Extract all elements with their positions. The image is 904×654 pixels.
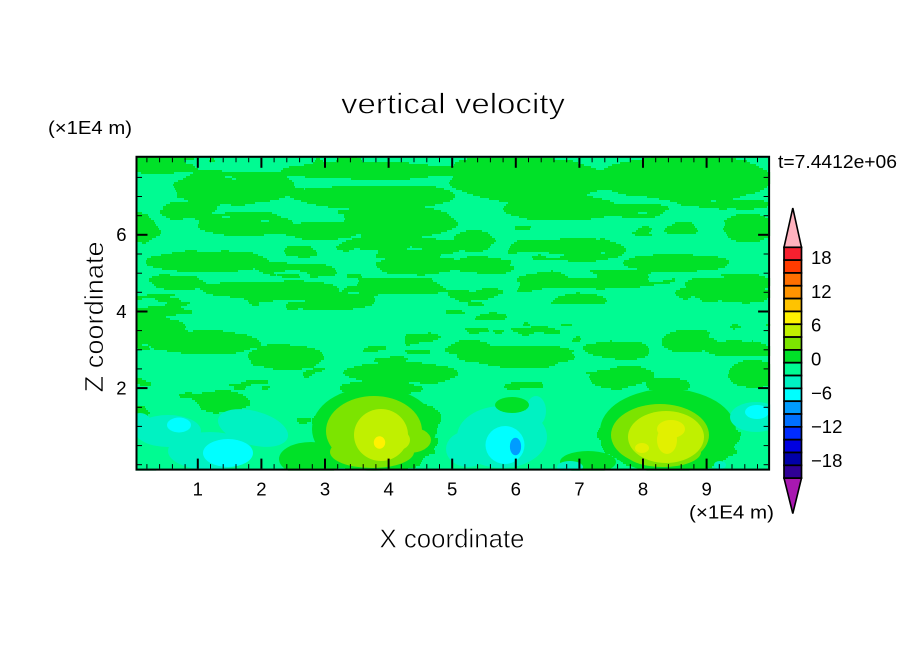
svg-text:4: 4	[383, 479, 393, 500]
svg-text:X coordinate: X coordinate	[380, 523, 525, 553]
svg-text:(×1E4 m): (×1E4 m)	[48, 118, 132, 138]
svg-text:−18: −18	[811, 450, 842, 471]
svg-text:9: 9	[701, 479, 711, 500]
svg-text:8: 8	[638, 479, 648, 500]
svg-text:12: 12	[811, 281, 832, 302]
svg-text:2: 2	[116, 378, 126, 399]
svg-text:6: 6	[116, 224, 126, 245]
svg-text:18: 18	[811, 247, 832, 268]
svg-text:−6: −6	[811, 382, 832, 403]
svg-text:6: 6	[511, 479, 521, 500]
svg-text:0: 0	[811, 349, 821, 370]
svg-text:Z coordinate: Z coordinate	[79, 241, 109, 392]
svg-text:t=7.4412e+06: t=7.4412e+06	[778, 152, 897, 172]
svg-text:7: 7	[574, 479, 584, 500]
svg-text:2: 2	[256, 479, 266, 500]
svg-text:6: 6	[811, 315, 821, 336]
svg-text:4: 4	[116, 301, 126, 322]
svg-text:5: 5	[447, 479, 457, 500]
svg-text:3: 3	[320, 479, 330, 500]
svg-text:vertical velocity: vertical velocity	[341, 89, 566, 121]
svg-text:−12: −12	[811, 416, 842, 437]
svg-text:(×1E4 m): (×1E4 m)	[689, 503, 774, 523]
svg-text:1: 1	[193, 479, 203, 500]
